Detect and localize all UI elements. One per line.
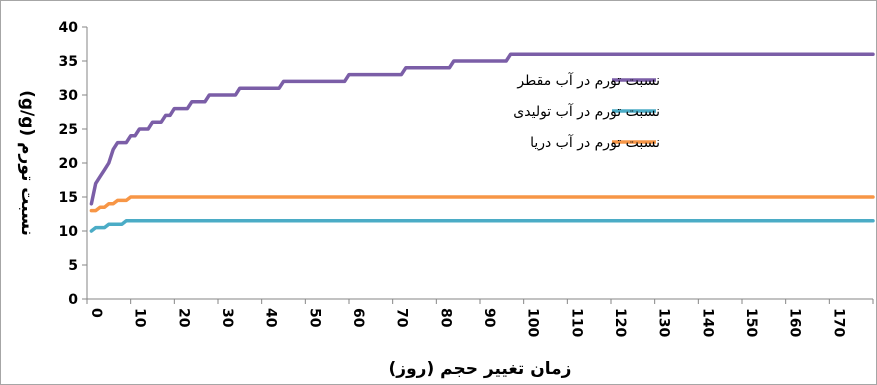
x-tick-label: 150 xyxy=(743,308,759,337)
x-tick-label: 110 xyxy=(568,308,584,337)
y-tick-label: 25 xyxy=(59,122,78,138)
series-line xyxy=(89,219,875,233)
y-tick-label: 5 xyxy=(68,258,78,274)
x-tick-label: 70 xyxy=(394,308,410,328)
y-tick-label: 10 xyxy=(59,224,79,240)
legend: نسبت تورم در آب مقطر نسبت تورم در آب تولی… xyxy=(513,72,660,151)
x-tick-label: 100 xyxy=(525,308,541,337)
x-tick-label: 180 xyxy=(874,308,877,337)
series-line xyxy=(89,195,875,213)
y-axis-ticks: 0 5 10 15 20 25 30 35 40 xyxy=(59,20,87,308)
y-tick-label: 40 xyxy=(59,20,79,36)
x-axis-ticks: 0 10 20 30 40 50 60 70 80 90 100 110 120 130 140 150 160… xyxy=(86,299,877,337)
y-axis-title: نسبت تورم (g/g) xyxy=(17,90,37,236)
x-tick-label: 80 xyxy=(437,308,453,328)
series-line xyxy=(89,52,875,206)
y-tick-label: 30 xyxy=(59,88,79,104)
x-tick-label: 0 xyxy=(88,308,104,318)
x-tick-label: 60 xyxy=(350,308,366,328)
legend-label: نسبت تورم در آب مقطر xyxy=(516,72,660,89)
x-tick-label: 10 xyxy=(132,308,148,328)
x-tick-label: 90 xyxy=(481,308,497,328)
x-tick-label: 50 xyxy=(306,308,322,328)
x-tick-label: 20 xyxy=(175,308,191,328)
y-tick-label: 35 xyxy=(59,54,78,70)
x-tick-label: 130 xyxy=(656,308,672,337)
y-tick-label: 20 xyxy=(59,156,79,172)
x-tick-label: 140 xyxy=(699,308,715,337)
y-tick-label: 0 xyxy=(68,292,78,308)
series-lines xyxy=(89,52,875,233)
x-axis-title: زمان تغییر حجم (روز) xyxy=(389,359,572,379)
legend-label: نسبت تورم در آب تولیدی xyxy=(513,103,660,120)
x-tick-label: 40 xyxy=(263,308,279,328)
x-tick-label: 30 xyxy=(219,308,235,328)
legend-label: نسبت تورم در آب دریا xyxy=(530,134,660,151)
y-tick-label: 15 xyxy=(59,190,78,206)
x-tick-label: 120 xyxy=(612,308,628,337)
x-tick-label: 160 xyxy=(787,308,803,337)
x-tick-label: 170 xyxy=(830,308,846,337)
